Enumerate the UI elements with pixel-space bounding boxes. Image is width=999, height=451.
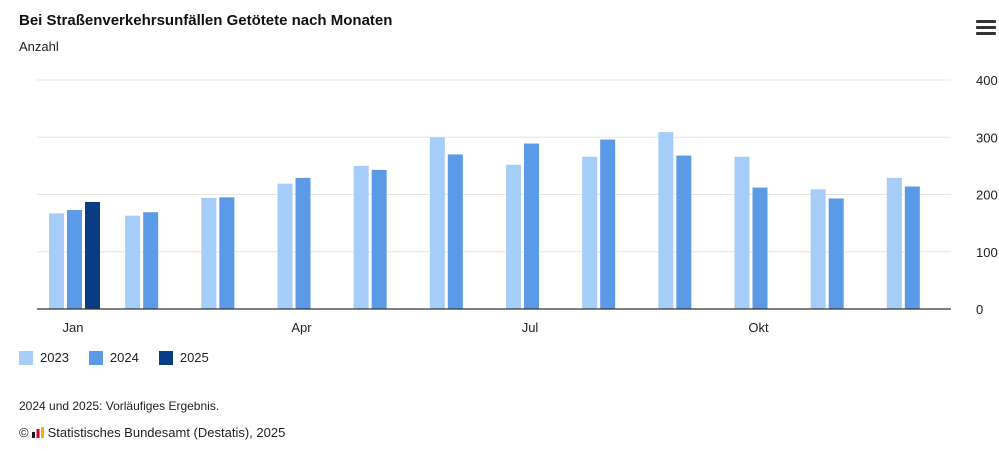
x-tick-label: Jan	[63, 320, 84, 335]
legend-label-2023: 2023	[40, 350, 69, 365]
y-tick-label: 100	[976, 245, 998, 260]
bar-2023-Feb[interactable]	[125, 215, 141, 309]
bar-2024-Apr[interactable]	[295, 177, 311, 309]
y-tick-label: 200	[976, 188, 998, 203]
bar-2023-Dez[interactable]	[886, 177, 902, 309]
legend-swatch-2024	[88, 350, 103, 365]
bar-2023-Jan[interactable]	[49, 213, 64, 309]
legend-item-2024[interactable]: 2024	[88, 350, 139, 365]
bar-2024-Mai[interactable]	[371, 169, 387, 309]
y-axis-unit-label: Anzahl	[19, 39, 59, 54]
bar-2024-Sep[interactable]	[676, 155, 692, 309]
legend-item-2025[interactable]: 2025	[158, 350, 209, 365]
bar-2024-Feb[interactable]	[143, 212, 159, 309]
legend-label-2025: 2025	[179, 350, 209, 365]
bar-2024-Nov[interactable]	[828, 198, 844, 309]
y-tick-label: 0	[976, 302, 983, 317]
bar-2023-Mai[interactable]	[353, 165, 369, 309]
bar-2025-Jan[interactable]	[85, 201, 100, 309]
bar-2024-Jan[interactable]	[67, 209, 82, 309]
bar-2024-Jul[interactable]	[524, 143, 539, 309]
bar-2023-Nov[interactable]	[810, 189, 826, 309]
bar-2024-Okt[interactable]	[752, 187, 768, 309]
bar-chart: 0 100 200 300 400 Jan Apr Jul Okt	[37, 73, 998, 335]
y-tick-label: 300	[976, 130, 998, 145]
bar-2023-Aug[interactable]	[582, 156, 598, 309]
legend-swatch-2025	[158, 350, 173, 365]
x-tick-label: Jul	[522, 320, 539, 335]
bar-2023-Jul[interactable]	[506, 164, 521, 309]
bar-2024-Aug[interactable]	[600, 139, 616, 309]
bar-2023-Jun[interactable]	[429, 137, 445, 309]
copyright-symbol: ©	[19, 425, 29, 440]
x-tick-label: Apr	[291, 320, 312, 335]
bar-2023-Okt[interactable]	[734, 156, 750, 309]
bar-2023-Apr[interactable]	[277, 183, 293, 309]
x-tick-label: Okt	[748, 320, 769, 335]
y-tick-label: 400	[976, 73, 998, 88]
legend: 2023 2024 2025	[19, 350, 209, 365]
chart-title: Bei Straßenverkehrsunfällen Getötete nac…	[19, 12, 393, 29]
legend-swatch-2023	[19, 350, 33, 365]
bar-2023-Mär[interactable]	[201, 197, 217, 309]
source-line: © Statistisches Bundesamt (Destatis), 20…	[19, 425, 285, 440]
bar-2024-Mär[interactable]	[219, 197, 235, 309]
footnote: 2024 und 2025: Vorläufiges Ergebnis.	[19, 399, 220, 413]
bar-2024-Jun[interactable]	[447, 154, 463, 309]
bar-2023-Sep[interactable]	[658, 132, 674, 309]
destatis-logo-icon	[31, 427, 44, 438]
legend-item-2023[interactable]: 2023	[19, 350, 69, 365]
bar-2024-Dez[interactable]	[904, 186, 920, 309]
legend-label-2024: 2024	[109, 350, 139, 365]
source-text: Statistisches Bundesamt (Destatis), 2025	[47, 425, 286, 440]
hamburger-menu-icon[interactable]	[976, 20, 996, 38]
